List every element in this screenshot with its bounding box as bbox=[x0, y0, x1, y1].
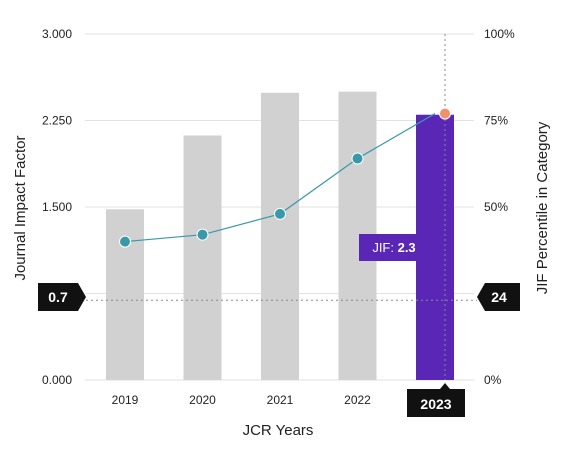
x-tick-label: 2023 bbox=[420, 396, 451, 412]
reference-left-marker: 0.7 bbox=[38, 283, 86, 311]
bar-2019[interactable] bbox=[106, 209, 144, 380]
x-tick-label: 2020 bbox=[189, 393, 216, 407]
x-tick-highlight-badge: 2023 bbox=[407, 383, 465, 417]
left-axis-title: Journal Impact Factor bbox=[12, 135, 29, 280]
x-axis-title: JCR Years bbox=[243, 422, 314, 439]
bar-2020[interactable] bbox=[183, 135, 222, 380]
svg-text:JIF: 2.3: JIF: 2.3 bbox=[372, 240, 415, 255]
bar-2021[interactable] bbox=[261, 92, 299, 380]
left-tick-label: 1.500 bbox=[42, 200, 72, 214]
reference-left-label: 0.7 bbox=[48, 289, 68, 305]
percentile-line-series bbox=[119, 107, 451, 248]
percentile-point-2023[interactable] bbox=[439, 107, 451, 120]
right-tick-label: 100% bbox=[484, 27, 515, 41]
left-tick-label: 0.000 bbox=[42, 373, 72, 387]
tooltip-value: 2.3 bbox=[398, 240, 416, 255]
right-tick-label: 75% bbox=[484, 114, 508, 128]
right-tick-label: 0% bbox=[484, 373, 502, 387]
x-tick-badge-shape bbox=[407, 383, 465, 417]
percentile-point-2020[interactable] bbox=[196, 228, 209, 241]
reference-right-label: 24 bbox=[491, 289, 507, 305]
tooltip-prefix: JIF: bbox=[372, 240, 397, 255]
percentile-point-2019[interactable] bbox=[119, 235, 131, 248]
right-tick-label: 50% bbox=[484, 200, 508, 214]
jif-tooltip: JIF: 2.3 bbox=[359, 234, 431, 261]
x-tick-label: 2021 bbox=[267, 393, 294, 407]
reference-right-marker: 24 bbox=[477, 283, 520, 311]
left-tick-label: 3.000 bbox=[42, 27, 72, 41]
right-axis-title: JIF Percentile in Category bbox=[534, 121, 551, 294]
percentile-point-2022[interactable] bbox=[351, 152, 364, 165]
percentile-point-2021[interactable] bbox=[274, 207, 286, 220]
reference-line bbox=[86, 34, 477, 380]
left-tick-label: 2.250 bbox=[42, 114, 72, 128]
x-tick-label: 2022 bbox=[344, 393, 371, 407]
x-tick-label: 2019 bbox=[112, 393, 139, 407]
